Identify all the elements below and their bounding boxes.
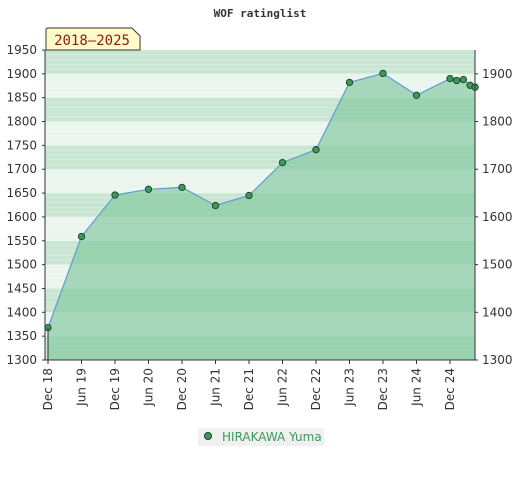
left-tick-label: 1600 bbox=[6, 210, 37, 224]
grid-band bbox=[45, 178, 475, 184]
x-tick-label: Dec 18 bbox=[41, 368, 55, 410]
data-point bbox=[345, 78, 354, 87]
grid-band bbox=[45, 135, 475, 141]
period-badge: 2018–2025 bbox=[45, 27, 141, 51]
grid-band bbox=[45, 164, 475, 170]
left-tick-label: 1300 bbox=[6, 353, 37, 367]
grid-band bbox=[45, 126, 475, 132]
grid-band bbox=[45, 102, 475, 108]
data-point bbox=[278, 158, 287, 167]
left-tick-label: 1550 bbox=[6, 234, 37, 248]
grid-band bbox=[45, 78, 475, 84]
data-point bbox=[453, 76, 461, 85]
data-point bbox=[446, 74, 454, 83]
left-tick-label: 1500 bbox=[6, 258, 37, 272]
right-tick-label: 1600 bbox=[482, 210, 513, 224]
left-tick-label: 1350 bbox=[6, 329, 37, 343]
grid-band bbox=[45, 92, 475, 98]
right-tick-label: 1300 bbox=[482, 353, 513, 367]
x-tick-label: Dec 24 bbox=[443, 368, 457, 410]
left-tick-label: 1950 bbox=[6, 43, 37, 57]
grid-band bbox=[45, 73, 475, 79]
left-tick-label: 1750 bbox=[6, 138, 37, 152]
data-point bbox=[379, 69, 387, 78]
right-tick-label: 1400 bbox=[482, 305, 513, 319]
grid-band bbox=[45, 112, 475, 117]
left-tick-label: 1450 bbox=[6, 281, 37, 295]
grid-band bbox=[45, 150, 475, 155]
grid-band bbox=[45, 169, 475, 174]
left-tick-label: 1700 bbox=[6, 162, 37, 176]
left-tick-label: 1850 bbox=[6, 91, 37, 105]
right-tick-labels: 1300 1400 1500 1600 1700 1800 1900 bbox=[475, 67, 513, 367]
grid-band bbox=[45, 69, 475, 74]
grid-band bbox=[45, 116, 475, 122]
data-point bbox=[211, 201, 220, 210]
grid-band bbox=[45, 145, 475, 151]
data-point bbox=[77, 232, 86, 241]
data-point bbox=[178, 183, 186, 192]
grid-band bbox=[45, 131, 475, 136]
grid-band bbox=[45, 154, 475, 160]
x-tick-label: Dec 23 bbox=[376, 368, 390, 410]
left-tick-label: 1400 bbox=[6, 305, 37, 319]
x-tick-label: Jun 23 bbox=[343, 368, 357, 407]
right-tick-label: 1900 bbox=[482, 67, 513, 81]
grid-band bbox=[45, 50, 475, 55]
left-tick-label: 1650 bbox=[6, 186, 37, 200]
period-badge-text: 2018–2025 bbox=[54, 33, 130, 49]
left-tick-label: 1900 bbox=[6, 67, 37, 81]
grid-band bbox=[45, 159, 475, 165]
legend-label: HIRAKAWA Yuma bbox=[222, 430, 322, 444]
x-tick-label: Jun 19 bbox=[75, 368, 89, 407]
x-tick-label: Jun 24 bbox=[410, 368, 424, 407]
chart-title: WOF ratinglist bbox=[214, 7, 307, 20]
data-point bbox=[111, 191, 119, 199]
grid-band bbox=[45, 83, 475, 89]
axes bbox=[44, 50, 476, 361]
x-tick-label: Dec 22 bbox=[309, 368, 323, 410]
x-tick-label: Jun 20 bbox=[142, 368, 156, 407]
right-tick-label: 1700 bbox=[482, 162, 513, 176]
data-point bbox=[412, 91, 421, 99]
grid-band bbox=[45, 54, 475, 60]
legend: HIRAKAWA Yuma bbox=[198, 428, 324, 446]
grid-band bbox=[45, 140, 475, 146]
period-badge-shape bbox=[45, 27, 141, 51]
left-tick-labels: 1300 1350 1400 1450 1500 1550 1600 1650 1700 1750… bbox=[6, 43, 45, 367]
x-tick-labels: Dec 18 Jun 19 Dec 19 Jun 20 Dec 20 Jun 21 Dec … bbox=[41, 360, 457, 410]
data-point bbox=[144, 185, 153, 193]
x-tick-label: Dec 19 bbox=[108, 368, 122, 410]
grid-band bbox=[45, 121, 475, 127]
x-tick-label: Jun 21 bbox=[209, 368, 223, 407]
x-tick-label: Dec 21 bbox=[242, 368, 256, 410]
x-tick-label: Jun 22 bbox=[276, 368, 290, 407]
grid-band bbox=[45, 88, 475, 93]
grid-band bbox=[45, 64, 475, 70]
grid-band bbox=[45, 174, 475, 179]
grid-band bbox=[45, 107, 475, 112]
right-tick-label: 1800 bbox=[482, 115, 513, 129]
series-area bbox=[48, 73, 476, 361]
legend-marker bbox=[204, 432, 212, 440]
data-point bbox=[459, 75, 468, 84]
area-layer bbox=[48, 73, 476, 361]
data-point bbox=[245, 191, 253, 200]
left-tick-label: 1800 bbox=[6, 115, 37, 129]
x-tick-label: Dec 20 bbox=[175, 368, 189, 410]
legend-box bbox=[198, 428, 324, 446]
grid-band bbox=[45, 97, 475, 103]
right-tick-label: 1500 bbox=[482, 258, 513, 272]
data-point bbox=[312, 146, 320, 154]
grid-band bbox=[45, 59, 475, 65]
